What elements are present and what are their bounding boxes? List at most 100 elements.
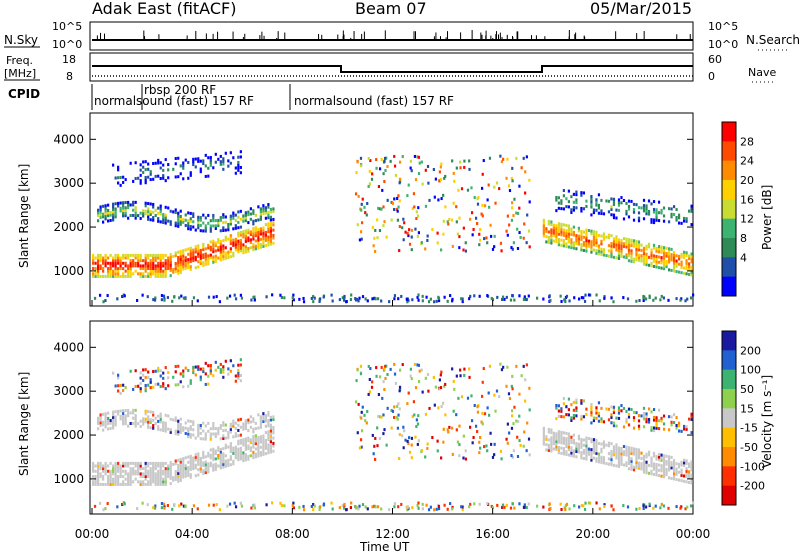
velocity-cell xyxy=(272,449,275,453)
power-cell xyxy=(607,233,611,237)
power-cell xyxy=(182,164,185,168)
power-cell xyxy=(598,299,601,303)
velocity-cell xyxy=(575,406,578,410)
colorbar-tick-label: 16 xyxy=(740,193,754,206)
power-cell xyxy=(480,212,483,216)
velocity-cell xyxy=(117,461,120,465)
velocity-cell xyxy=(527,437,531,441)
y-tick-label: 4000 xyxy=(53,132,84,146)
colorbar-tick-label: 100 xyxy=(740,364,761,377)
power-cell xyxy=(144,175,147,179)
power-cell xyxy=(267,210,270,214)
power-cell xyxy=(122,274,125,278)
velocity-cell xyxy=(518,502,521,506)
power-cell xyxy=(451,218,454,222)
power-cell xyxy=(470,211,474,215)
power-cell xyxy=(667,207,671,211)
power-cell xyxy=(134,269,137,273)
velocity-cell xyxy=(670,463,673,467)
power-cell xyxy=(174,162,177,166)
velocity-cell xyxy=(262,417,265,421)
power-cell xyxy=(393,208,396,212)
velocity-cell xyxy=(572,416,575,420)
power-cell xyxy=(122,253,125,257)
power-cell xyxy=(164,216,167,220)
power-cell xyxy=(424,247,427,251)
velocity-cell xyxy=(677,465,681,469)
power-cell xyxy=(545,227,548,231)
velocity-cell xyxy=(215,503,218,507)
velocity-cell xyxy=(680,471,683,475)
power-cell xyxy=(612,197,616,201)
velocity-cell xyxy=(149,426,152,430)
velocity-cell xyxy=(403,429,406,433)
nave-tick-60: 60 xyxy=(708,53,722,66)
velocity-cell xyxy=(99,482,102,486)
power-cell xyxy=(97,219,100,223)
power-cell xyxy=(670,215,673,219)
power-cell xyxy=(99,213,102,217)
velocity-cell xyxy=(222,455,225,459)
velocity-cell xyxy=(272,441,275,445)
power-cell xyxy=(172,210,175,214)
velocity-cell xyxy=(250,506,253,510)
power-cell xyxy=(385,235,388,239)
velocity-cell xyxy=(657,458,661,462)
power-cell xyxy=(127,269,130,273)
power-cell xyxy=(411,207,414,211)
velocity-cell xyxy=(157,472,160,476)
velocity-cell xyxy=(109,469,112,473)
velocity-cell xyxy=(585,457,588,461)
power-cell xyxy=(157,158,160,162)
velocity-cell xyxy=(600,447,603,451)
power-cell xyxy=(224,228,227,232)
velocity-cell xyxy=(632,452,636,456)
velocity-cell xyxy=(685,461,688,465)
colorbar-tick-label: 28 xyxy=(740,135,754,148)
power-cell xyxy=(503,297,506,301)
power-cell xyxy=(267,227,270,231)
power-cell xyxy=(660,208,663,212)
velocity-cell xyxy=(637,456,641,460)
velocity-cell xyxy=(104,461,107,465)
power-cell xyxy=(209,155,212,159)
power-cell xyxy=(146,295,149,299)
velocity-cell xyxy=(162,469,165,473)
velocity-cell xyxy=(182,462,185,466)
power-cell xyxy=(189,259,192,263)
velocity-cell xyxy=(575,455,578,459)
velocity-cell xyxy=(237,447,240,451)
velocity-cell xyxy=(237,371,240,375)
power-cell xyxy=(463,159,466,163)
velocity-cell xyxy=(370,385,374,389)
velocity-cell xyxy=(179,430,182,434)
power-cell xyxy=(371,297,374,301)
velocity-cell xyxy=(567,408,570,412)
velocity-cell xyxy=(247,429,250,433)
velocity-cell xyxy=(242,440,245,444)
velocity-cell xyxy=(182,467,185,471)
velocity-cell xyxy=(592,419,596,423)
velocity-cell xyxy=(617,457,621,461)
velocity-cell xyxy=(177,471,180,475)
power-cell xyxy=(136,298,139,302)
velocity-cell xyxy=(567,453,570,457)
velocity-cell xyxy=(493,453,496,457)
velocity-cell xyxy=(449,502,452,506)
velocity-cell xyxy=(660,466,663,470)
velocity-cell xyxy=(132,469,135,473)
velocity-cell xyxy=(149,386,152,390)
power-cell xyxy=(617,254,621,258)
velocity-cell xyxy=(582,449,586,453)
velocity-cell xyxy=(406,508,409,512)
power-cell xyxy=(655,257,658,261)
velocity-cell xyxy=(149,467,152,471)
velocity-cell xyxy=(625,409,628,413)
velocity-cell xyxy=(564,508,567,512)
velocity-cell xyxy=(182,472,185,476)
power-cell xyxy=(199,251,202,255)
power-cell xyxy=(417,293,420,297)
velocity-cell xyxy=(119,482,122,486)
power-cell xyxy=(257,243,260,247)
